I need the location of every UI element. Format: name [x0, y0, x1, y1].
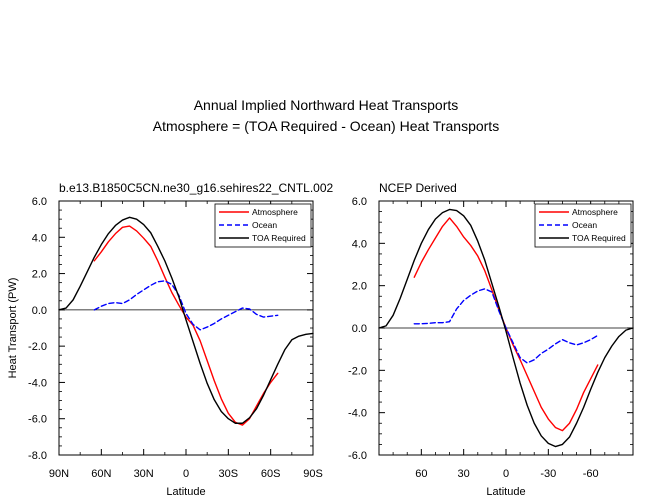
- legend-label: Ocean: [252, 220, 277, 230]
- y-tick-label: -2.0: [348, 365, 367, 377]
- x-tick-label: 30N: [134, 468, 154, 480]
- legend-label: Atmosphere: [252, 207, 298, 217]
- y-tick-label: 2.0: [352, 281, 367, 293]
- y-tick-label: 0.0: [352, 323, 367, 335]
- panel-ncep: NCEP Derived 60 30 0 -30 -60 -6.0 -4.0 -2.0 0.0 2.…: [348, 181, 634, 498]
- x-tick-label: 0: [183, 468, 189, 480]
- x-tick-label: 60S: [261, 468, 281, 480]
- y-tick-label: 4.0: [32, 232, 47, 244]
- legend-label: TOA Required: [572, 233, 626, 243]
- x-tick-label: 90N: [49, 468, 69, 480]
- legend-label: Atmosphere: [572, 207, 618, 217]
- x-tick-label: 30S: [219, 468, 239, 480]
- y-tick-label: 4.0: [352, 238, 367, 250]
- panel-model: b.e13.B1850C5CN.ne30_g16.sehires22_CNTL.…: [7, 181, 334, 498]
- y-tick-label: -8.0: [28, 450, 47, 462]
- x-tick-label: 0: [503, 468, 509, 480]
- y-tick-label: 0.0: [32, 305, 47, 317]
- y-tick-label: -2.0: [28, 341, 47, 353]
- series-line-atmosphere: [413, 217, 599, 432]
- legend-label: Ocean: [572, 220, 597, 230]
- series-line-atmosphere: [93, 225, 279, 426]
- y-tick-label: 6.0: [352, 196, 367, 208]
- series-line-toa-required: [58, 216, 314, 424]
- legend: Atmosphere Ocean TOA Required: [534, 203, 632, 248]
- x-tick-label: 30: [458, 468, 470, 480]
- x-tick-label: 60N: [91, 468, 111, 480]
- legend-label: TOA Required: [252, 233, 306, 243]
- legend: Atmosphere Ocean TOA Required: [214, 203, 312, 248]
- figure-title-line-1: Annual Implied Northward Heat Transports: [194, 97, 459, 113]
- y-tick-label: -6.0: [348, 450, 367, 462]
- panel-title: NCEP Derived: [379, 181, 457, 195]
- x-tick-label: 90S: [303, 468, 323, 480]
- y-axis-label: Heat Transport (PW): [7, 278, 19, 379]
- x-axis-label: Latitude: [486, 486, 525, 498]
- series-line-ocean: [413, 288, 599, 364]
- y-tick-label: 2.0: [32, 269, 47, 281]
- x-tick-label: 60: [415, 468, 427, 480]
- x-tick-label: -30: [540, 468, 556, 480]
- x-tick-label: -60: [583, 468, 599, 480]
- x-axis-label: Latitude: [166, 486, 205, 498]
- y-tick-label: -4.0: [28, 377, 47, 389]
- figure-title-line-2: Atmosphere = (TOA Required - Ocean) Heat…: [153, 118, 499, 134]
- series-line-toa-required: [378, 208, 634, 448]
- y-tick-label: 6.0: [32, 196, 47, 208]
- y-tick-label: -4.0: [348, 408, 367, 420]
- panel-title: b.e13.B1850C5CN.ne30_g16.sehires22_CNTL.…: [59, 181, 334, 195]
- series-line-ocean: [93, 280, 279, 331]
- y-tick-label: -6.0: [28, 414, 47, 426]
